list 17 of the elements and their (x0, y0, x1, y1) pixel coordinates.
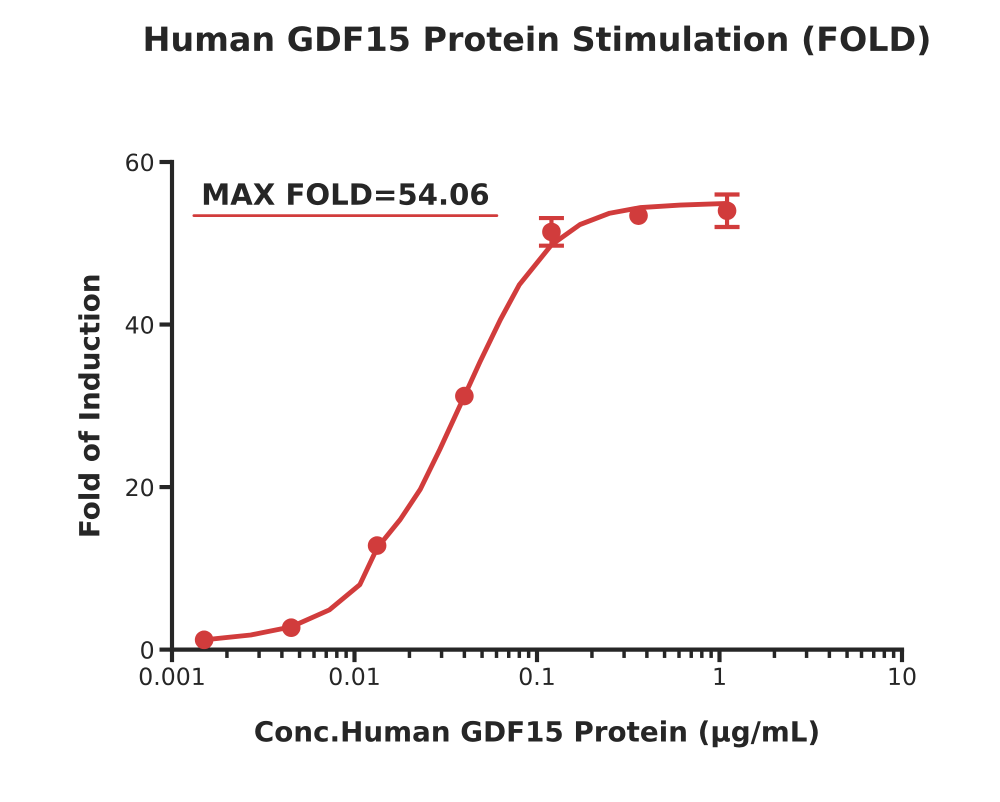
point (194, 630, 214, 650)
y-tick-label: 20 (126, 478, 154, 496)
point (455, 386, 474, 406)
x-tick-label: 0.001 (140, 667, 204, 686)
annotation: MAX FOLD=54.06 (204, 183, 488, 206)
x-tick-label: 1 (714, 668, 725, 685)
y-tick-label: 40 (126, 316, 154, 334)
x-axis-title: Conc.Human GDF15 Protein (μg/mL) (255, 720, 818, 748)
chart-title: Human GDF15 Protein Stimulation (FOLD) (146, 26, 929, 56)
y-tick-label: 0 (141, 641, 154, 659)
point (368, 536, 386, 555)
y-axis-title: Fold of Induction (78, 276, 100, 536)
x-tick-label: 0.01 (330, 667, 379, 686)
y-tick-label: 60 (126, 153, 154, 172)
x-tick-label: 10 (890, 667, 916, 686)
x-tick-label: 0.1 (520, 667, 554, 686)
point (282, 618, 301, 637)
